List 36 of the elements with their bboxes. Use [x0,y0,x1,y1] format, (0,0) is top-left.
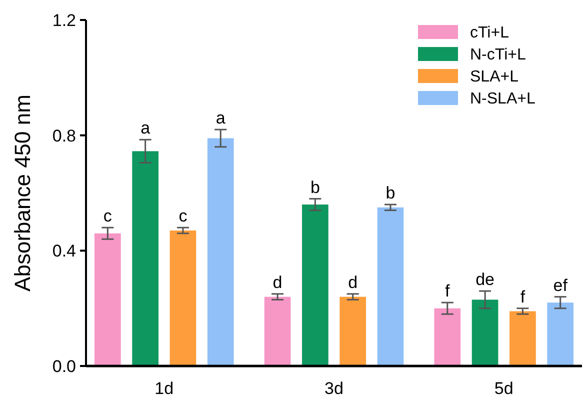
bar [510,311,536,366]
bar [547,302,574,366]
bar [132,151,158,366]
data-label: d [348,272,358,292]
bar [170,230,196,366]
x-tick-label: 3d [324,379,344,398]
y-tick-label: 0.4 [52,242,76,261]
legend-label: N-SLA+L [470,90,536,108]
bar [340,296,366,366]
data-label: a [140,118,151,138]
legend-label: SLA+L [470,68,519,86]
data-label: de [476,270,494,290]
x-tick-label: 5d [494,379,514,398]
legend-label: N-cTi+L [470,46,526,64]
y-axis-title: Absorbance 450 nm [10,94,35,292]
y-tick-label: 0.0 [52,356,76,376]
bar [377,207,404,366]
data-label: f [445,282,450,301]
legend-label: cTi+L [470,24,510,42]
bar [434,308,461,366]
bar [302,204,328,366]
y-tick-label: 1.2 [52,10,76,30]
y-tick-label: 0.8 [52,126,76,146]
data-label: c [178,206,188,226]
bar [264,296,291,366]
bar [472,300,498,366]
data-label: c [103,206,112,226]
data-label: ef [553,276,568,295]
bar [94,233,121,366]
data-label: b [310,178,320,197]
bar [207,138,234,366]
data-label: b [386,184,396,203]
x-tick-label: 1d [154,379,174,398]
data-label: f [520,287,526,306]
data-label: a [216,108,226,128]
data-label: d [272,272,282,292]
